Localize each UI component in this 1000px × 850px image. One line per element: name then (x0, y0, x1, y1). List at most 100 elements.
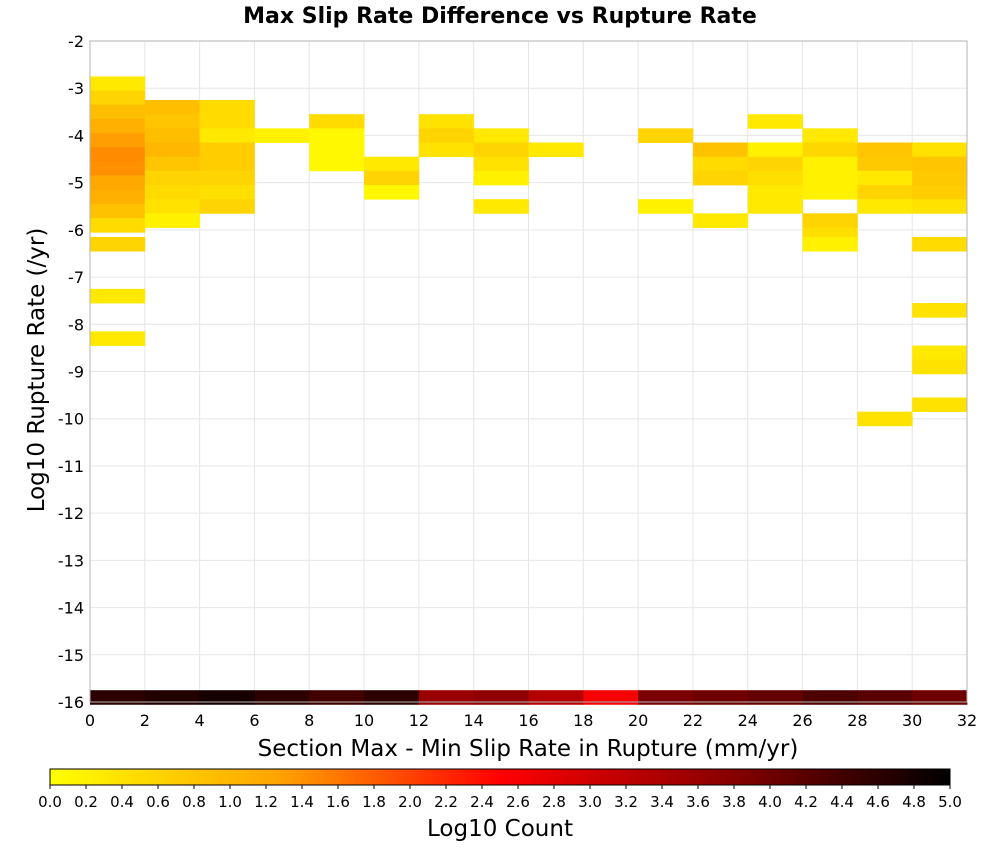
heatmap-cell (912, 345, 968, 361)
heatmap-cell (747, 170, 803, 186)
heatmap-cell (144, 213, 201, 228)
heatmap-cell (199, 199, 255, 214)
heatmap-cell (254, 690, 310, 705)
colorbar-tick-label: 4.8 (902, 793, 926, 811)
heatmap-cell (90, 76, 146, 91)
heatmap-cell (747, 114, 803, 129)
x-tick-label: 6 (249, 711, 259, 730)
heatmap-cell (364, 156, 420, 172)
colorbar-tick-label: 2.2 (434, 793, 458, 811)
chart-title: Max Slip Rate Difference vs Rupture Rate (243, 4, 757, 29)
heatmap-cell (90, 118, 146, 134)
heatmap-cell (802, 690, 858, 705)
x-tick-label: 22 (683, 711, 703, 730)
x-tick-label: 28 (847, 711, 867, 730)
colorbar-tick-label: 4.2 (794, 793, 818, 811)
colorbar-tick-label: 3.4 (650, 793, 674, 811)
y-tick-label: -13 (58, 551, 84, 570)
colorbar (49, 768, 951, 786)
y-tick-label: -16 (58, 693, 84, 712)
heatmap-cell (199, 114, 255, 129)
heatmap-cell (418, 142, 475, 158)
y-tick-label: -11 (58, 457, 84, 476)
heatmap-cell (857, 199, 913, 214)
heatmap-cell (90, 288, 146, 304)
x-tick-label: 18 (573, 711, 593, 730)
heatmap-cell (583, 690, 639, 705)
heatmap-cell (254, 128, 310, 143)
heatmap-cell (309, 142, 365, 158)
colorbar-tick-label: 2.6 (506, 793, 530, 811)
x-tick-label: 2 (140, 711, 150, 730)
colorbar-tick-label: 4.0 (758, 793, 782, 811)
heatmap-cell (309, 156, 365, 172)
plot-frame (89, 40, 968, 703)
colorbar-tick-label: 1.2 (254, 793, 278, 811)
heatmap-cell (418, 690, 475, 705)
heatmap-cell (638, 690, 694, 705)
heatmap-cell (144, 199, 201, 214)
heatmap-cell (747, 199, 803, 214)
colorbar-tick-label: 2.8 (542, 793, 566, 811)
colorbar-tick-label: 0.2 (74, 793, 98, 811)
heatmap-cell (912, 690, 968, 705)
x-tick-label: 8 (304, 711, 314, 730)
x-tick-label: 14 (464, 711, 484, 730)
heatmap-cell (473, 690, 529, 705)
heatmap-cell (473, 199, 529, 214)
heatmap-cell (912, 236, 968, 252)
heatmap-cell (692, 213, 749, 228)
y-tick-label: -4 (68, 126, 84, 145)
heatmap-cell (199, 142, 255, 158)
heatmap-cell (857, 411, 913, 427)
x-tick-label: 12 (409, 711, 429, 730)
heatmap-cell (199, 128, 255, 143)
heatmap-cell (747, 156, 803, 172)
heatmap-cell (144, 156, 201, 172)
y-tick-label: -9 (68, 363, 84, 382)
heatmap-cell (692, 170, 749, 186)
heatmap-cell (90, 147, 146, 162)
heatmap-cell (309, 128, 365, 143)
x-tick-label: 10 (354, 711, 374, 730)
x-tick-label: 24 (738, 711, 758, 730)
heatmap-cell (528, 142, 584, 158)
heatmap-cell (692, 156, 749, 172)
heatmap-cell (912, 199, 968, 214)
heatmap-cell (199, 100, 255, 115)
heatmap-cell (857, 185, 913, 200)
heatmap-cell (857, 156, 913, 172)
x-tick-label: 32 (957, 711, 977, 730)
heatmap-cell (144, 114, 201, 129)
heatmap-cell (528, 690, 584, 705)
heatmap-cell (802, 213, 858, 228)
heatmap-cell (473, 156, 529, 172)
heatmap-cell (90, 161, 146, 176)
heatmap-cell (747, 690, 803, 705)
colorbar-tick-label: 3.0 (578, 793, 602, 811)
y-tick-label: -8 (68, 315, 84, 334)
heatmap-cell (309, 690, 365, 705)
heatmap-cell (144, 690, 201, 705)
heatmap-cell (802, 156, 858, 172)
colorbar-tick-label: 4.6 (866, 793, 890, 811)
colorbar-tick-label: 0.8 (182, 793, 206, 811)
y-tick-label: -10 (58, 410, 84, 429)
heatmap-cell (144, 185, 201, 200)
colorbar-ticks: 0.0 0.2 0.4 0.6 0.8 1.0 1.2 1.4 1.6 1.8 2.0 2.2 2.4 2… (38, 785, 962, 811)
y-axis-ticks: -2 -3 -4 -5 -6 -7 -8 -9 -10 -11 -12 -13 -14 -15 -16 (58, 32, 84, 712)
colorbar-tick-label: 0.4 (110, 793, 134, 811)
colorbar-tick-label: 3.2 (614, 793, 638, 811)
heatmap-cell (418, 128, 475, 143)
heatmap-cell (418, 114, 475, 129)
colorbar-tick-label: 5.0 (938, 793, 962, 811)
heatmap-cell (144, 128, 201, 143)
colorbar-tick-label: 4.4 (830, 793, 854, 811)
heatmap-cell (90, 236, 146, 252)
heatmap-cell (802, 142, 858, 158)
y-tick-label: -12 (58, 504, 84, 523)
heatmap-cell (144, 100, 201, 115)
heatmap-cell (90, 690, 146, 705)
colorbar-tick-label: 1.8 (362, 793, 386, 811)
